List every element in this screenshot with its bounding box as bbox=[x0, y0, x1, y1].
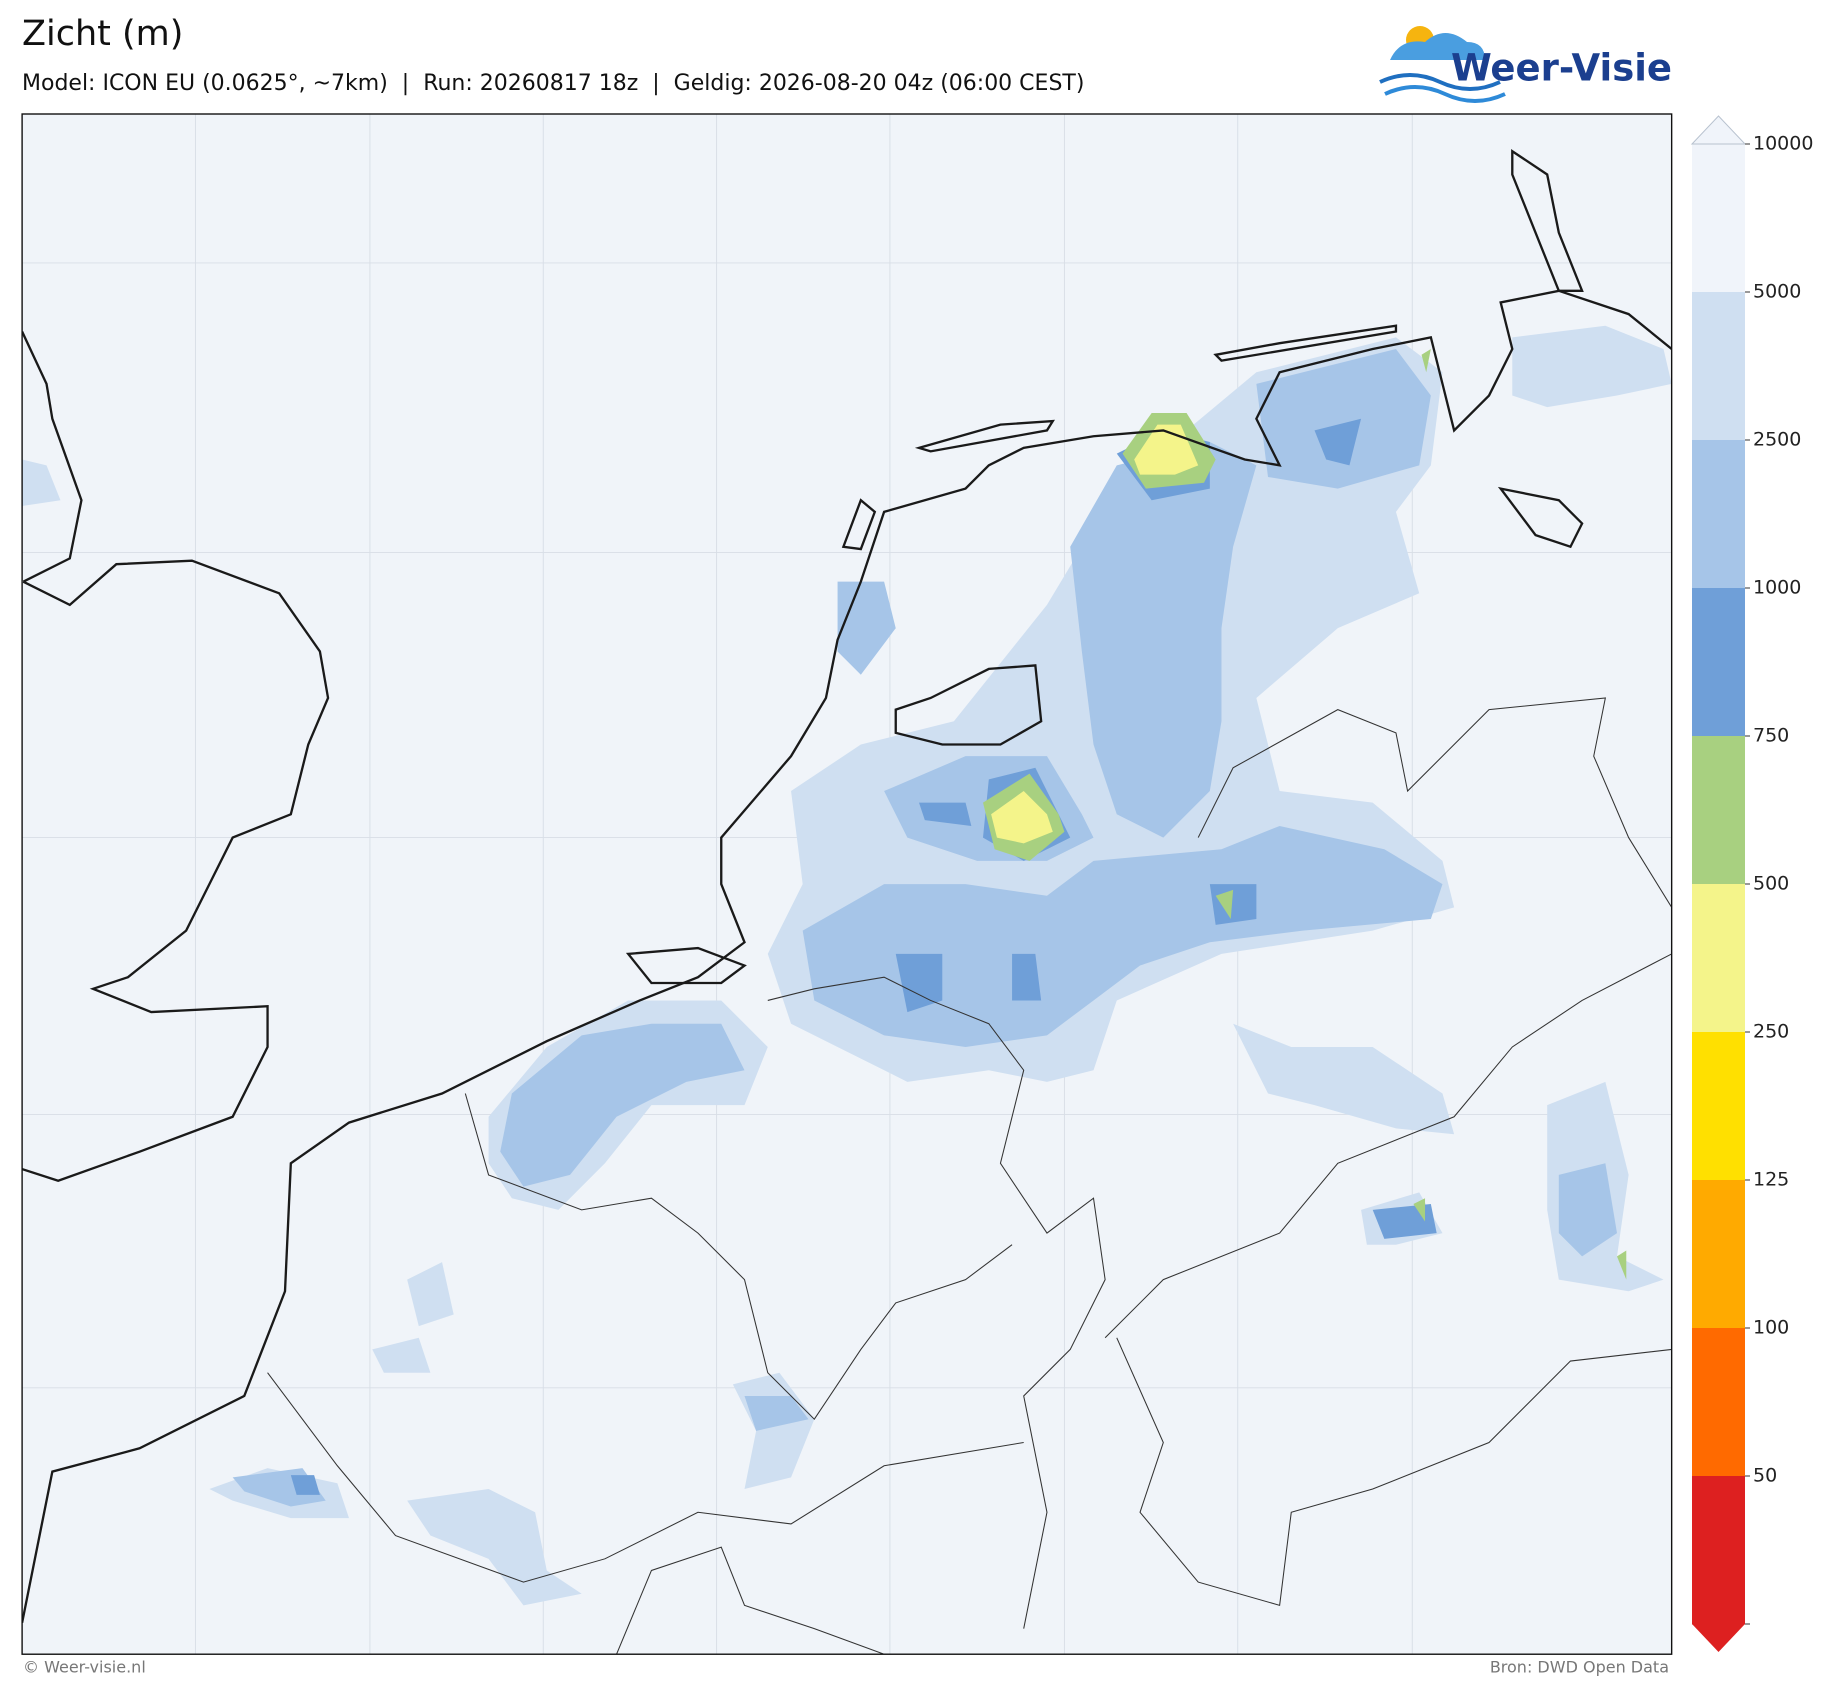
colorbar-segment bbox=[1692, 736, 1745, 885]
borders bbox=[267, 697, 1672, 1655]
colorbar-extend-top bbox=[1690, 115, 1747, 145]
colorbar-segment bbox=[1692, 884, 1745, 1033]
colorbar-tick-label: 500 bbox=[1753, 873, 1789, 895]
colorbar-tick-label: 250 bbox=[1753, 1021, 1789, 1043]
footer-source: Bron: DWD Open Data bbox=[1490, 1658, 1669, 1677]
colorbar-tick-label: 10000 bbox=[1753, 133, 1813, 155]
colorbar-tick-label: 5000 bbox=[1753, 281, 1801, 303]
colorbar-segment bbox=[1692, 1476, 1745, 1625]
logo-cloud bbox=[1390, 33, 1485, 60]
colorbar-segment bbox=[1692, 292, 1745, 441]
map bbox=[21, 113, 1673, 1655]
logo-wave bbox=[1384, 85, 1506, 103]
colorbar-segment bbox=[1692, 1328, 1745, 1477]
colorbar-segment bbox=[1692, 1032, 1745, 1181]
colorbar-extend-bottom bbox=[1692, 1624, 1745, 1652]
logo: Weer-Visie bbox=[1379, 26, 1672, 103]
logo-wave bbox=[1379, 73, 1501, 91]
colorbar-segment bbox=[1692, 588, 1745, 737]
colorbar-tick-label: 2500 bbox=[1753, 429, 1801, 451]
colorbar-tick-label: 750 bbox=[1753, 725, 1789, 747]
map-frame bbox=[21, 113, 1673, 1655]
logo-text: Weer-Visie bbox=[1451, 47, 1672, 90]
footer-credit: © Weer-visie.nl bbox=[23, 1658, 146, 1677]
colorbar-tick-label: 50 bbox=[1753, 1465, 1777, 1487]
subtitle: Model: ICON EU (0.0625°, ~7km) | Run: 20… bbox=[22, 71, 1084, 96]
coastlines bbox=[22, 149, 1672, 1624]
colorbar-segment bbox=[1692, 440, 1745, 589]
colorbar-tick-label: 100 bbox=[1753, 1317, 1789, 1339]
colorbar: 10000 5000 2500 1000 750 500 250 125 100 50 bbox=[1690, 115, 1813, 1652]
colorbar-tick-label: 1000 bbox=[1753, 577, 1801, 599]
colorbar-segment bbox=[1692, 1180, 1745, 1329]
title: Zicht (m) bbox=[22, 14, 183, 54]
colorbar-segment bbox=[1692, 144, 1745, 293]
visibility-field bbox=[22, 325, 1672, 1606]
colorbar-tick-label: 125 bbox=[1753, 1169, 1789, 1191]
